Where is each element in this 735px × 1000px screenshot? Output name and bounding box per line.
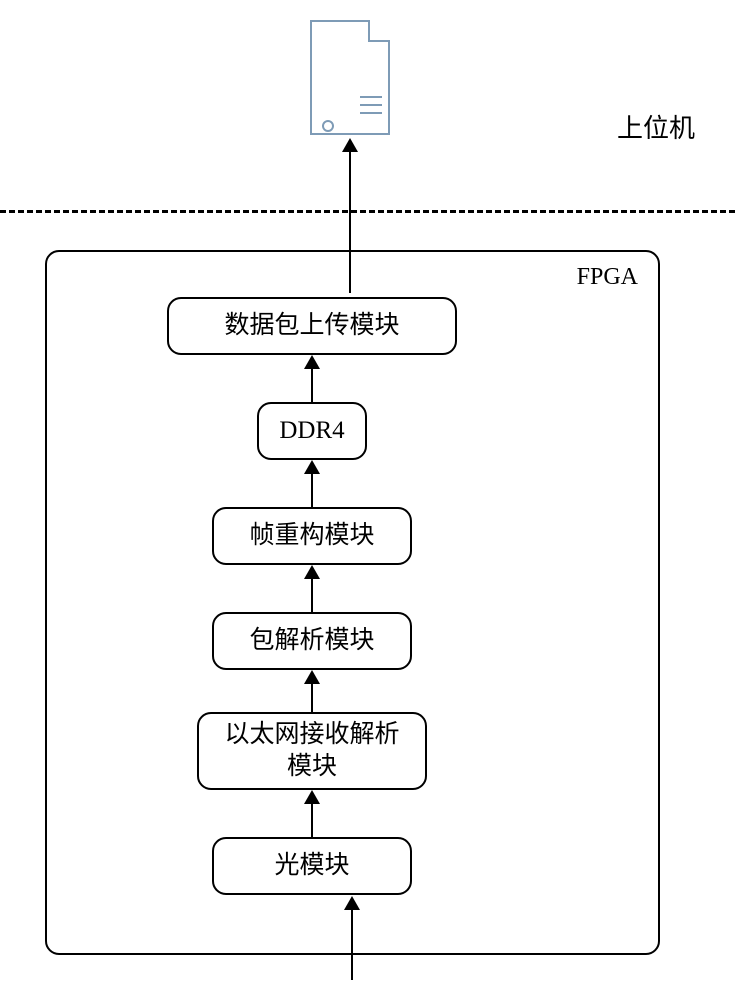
arrow-parse-to-recon <box>311 579 313 612</box>
host-label: 上位机 <box>617 108 695 145</box>
fpga-label: FPGA <box>577 264 638 291</box>
node-recon: 帧重构模块 <box>212 507 412 565</box>
arrow-head-recon-to-ddr4 <box>304 460 320 474</box>
arrow-head-input-to-optical <box>344 896 360 910</box>
node-parse-label: 包解析模块 <box>249 625 374 658</box>
arrow-recon-to-ddr4 <box>311 474 313 507</box>
node-ddr4: DDR4 <box>257 402 367 460</box>
node-ethrx-label: 以太网接收解析 模块 <box>224 719 399 784</box>
arrow-ethrx-to-parse <box>311 684 313 712</box>
diagram-canvas: 上位机 FPGA 数据包上传模块 DDR4 帧重构模块 包解析模块 以太网接收解… <box>0 0 735 1000</box>
node-recon-label: 帧重构模块 <box>249 520 374 553</box>
node-ethrx: 以太网接收解析 模块 <box>197 712 427 790</box>
arrow-head-upload-to-host <box>342 138 358 152</box>
node-parse: 包解析模块 <box>212 612 412 670</box>
arrow-head-ddr4-to-upload <box>304 355 320 369</box>
node-optical: 光模块 <box>212 837 412 895</box>
arrow-head-ethrx-to-parse <box>304 670 320 684</box>
node-optical-label: 光模块 <box>274 850 349 883</box>
arrow-ddr4-to-upload <box>311 369 313 402</box>
arrow-input-to-optical <box>351 910 353 980</box>
arrow-head-parse-to-recon <box>304 565 320 579</box>
node-ddr4-label: DDR4 <box>279 415 344 448</box>
node-upload-label: 数据包上传模块 <box>224 310 399 343</box>
arrow-head-optical-to-ethrx <box>304 790 320 804</box>
dashed-divider <box>0 210 735 213</box>
node-upload: 数据包上传模块 <box>167 297 457 355</box>
fpga-container: FPGA 数据包上传模块 DDR4 帧重构模块 包解析模块 以太网接收解析 模块… <box>45 250 660 955</box>
arrow-optical-to-ethrx <box>311 804 313 837</box>
server-icon <box>310 20 390 135</box>
